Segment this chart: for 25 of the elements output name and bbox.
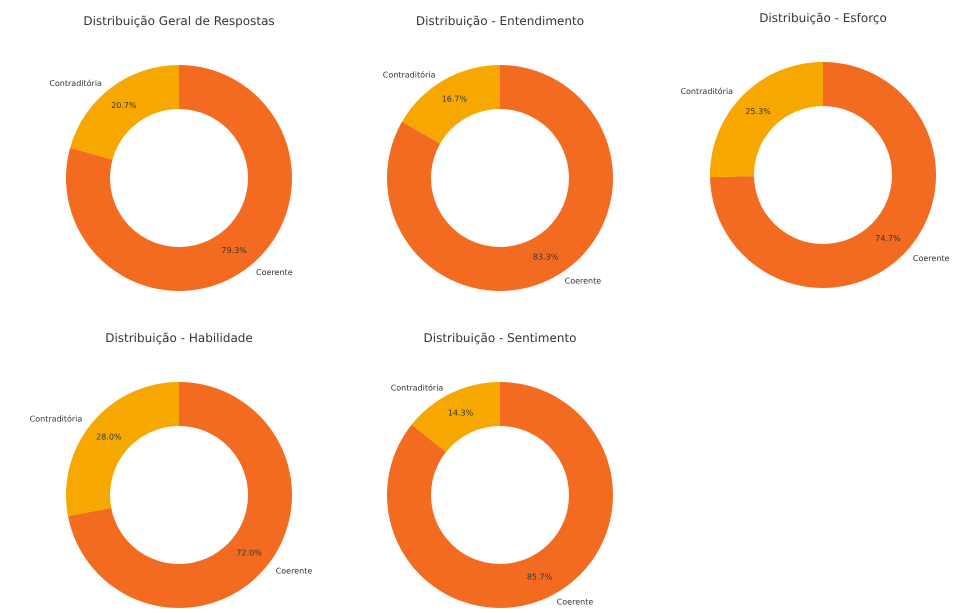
data-label: 28.0% — [96, 432, 122, 442]
slice-label: Coerente — [556, 598, 594, 607]
slice-label: Coerente — [276, 566, 312, 576]
slice-label: Contraditória — [382, 70, 436, 80]
slice-label: Contraditória — [680, 87, 734, 96]
slice-label: Contraditória — [390, 383, 444, 392]
data-label: 16.7% — [442, 94, 468, 104]
chart-title: Distribuição - Entendimento — [416, 14, 584, 28]
data-label: 74.7% — [875, 234, 902, 244]
data-label: 25.3% — [745, 106, 772, 116]
data-label: 83.3% — [532, 252, 559, 262]
slice-label: Coerente — [912, 254, 950, 263]
data-label: 14.3% — [448, 408, 474, 418]
slice-label: Contraditória — [49, 78, 102, 88]
data-label: 85.7% — [526, 572, 553, 582]
data-label: 72.0% — [236, 548, 262, 558]
data-label: 79.3% — [221, 246, 248, 255]
slice-label: Coerente — [256, 268, 293, 278]
chart-title: Distribuição - Esforço — [759, 11, 887, 25]
slice-label: Contraditória — [30, 414, 82, 424]
chart-title: Distribuição Geral de Respostas — [83, 14, 275, 28]
chart-title: Distribuição - Sentimento — [424, 331, 576, 345]
chart-title: Distribuição - Habilidade — [105, 331, 253, 345]
data-label: 20.7% — [111, 101, 138, 110]
slice-label: Coerente — [564, 276, 602, 286]
